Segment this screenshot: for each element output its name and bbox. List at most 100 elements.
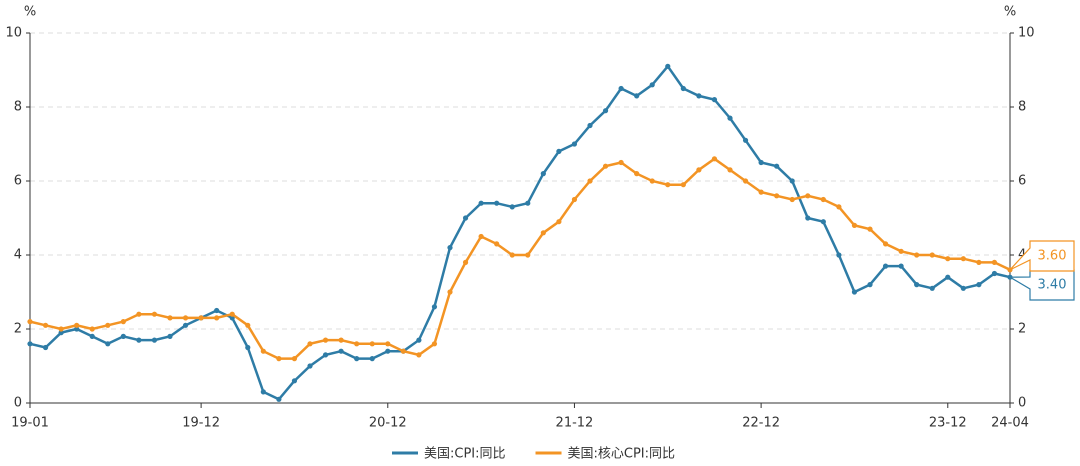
y2-tick-label: 10 bbox=[1018, 26, 1035, 41]
data-point bbox=[898, 263, 904, 269]
data-point bbox=[602, 163, 609, 169]
series-line bbox=[29, 157, 1011, 360]
data-point bbox=[447, 245, 453, 251]
data-point bbox=[602, 108, 609, 114]
data-point bbox=[136, 337, 142, 343]
data-point bbox=[742, 178, 749, 184]
data-point bbox=[867, 226, 873, 232]
data-point bbox=[836, 252, 842, 258]
data-point bbox=[42, 322, 49, 328]
data-point bbox=[571, 141, 578, 147]
data-point bbox=[291, 356, 298, 362]
data-point bbox=[929, 285, 935, 291]
y-tick-label: 10 bbox=[5, 26, 22, 41]
data-point bbox=[711, 97, 718, 103]
data-point bbox=[665, 182, 671, 188]
data-point bbox=[245, 322, 251, 328]
legend-label: 美国:核心CPI:同比 bbox=[568, 447, 676, 462]
data-point bbox=[214, 315, 220, 321]
data-point bbox=[556, 148, 562, 154]
data-point bbox=[478, 200, 484, 206]
data-point bbox=[696, 93, 702, 99]
data-point bbox=[431, 304, 438, 310]
data-point bbox=[385, 348, 391, 354]
data-point bbox=[462, 259, 469, 265]
data-point bbox=[416, 337, 422, 343]
data-point bbox=[322, 352, 329, 358]
data-point bbox=[898, 248, 904, 254]
callout-box bbox=[1009, 240, 1075, 272]
data-point bbox=[867, 282, 873, 288]
data-point bbox=[182, 322, 189, 328]
data-point bbox=[276, 396, 282, 402]
data-point bbox=[27, 319, 33, 325]
data-point bbox=[711, 156, 718, 162]
data-point bbox=[976, 282, 982, 288]
legend-label: 美国:CPI:同比 bbox=[424, 447, 506, 462]
x-tick-label: 21-12 bbox=[556, 416, 594, 431]
data-point bbox=[665, 63, 671, 69]
data-point bbox=[385, 341, 391, 347]
data-point bbox=[649, 178, 655, 184]
callout-box bbox=[1007, 269, 1075, 301]
y-axis-unit: % bbox=[24, 5, 36, 20]
data-point bbox=[494, 241, 500, 247]
data-point bbox=[462, 215, 469, 221]
data-point bbox=[120, 333, 126, 339]
data-point bbox=[820, 196, 826, 203]
data-point bbox=[960, 256, 966, 262]
value-label: 3.60 bbox=[1038, 249, 1067, 264]
data-point bbox=[914, 282, 920, 288]
data-point bbox=[494, 200, 500, 206]
data-point bbox=[105, 322, 111, 328]
data-point bbox=[991, 270, 998, 277]
y2-tick-label: 2 bbox=[1018, 322, 1026, 337]
data-point bbox=[587, 178, 593, 184]
data-point bbox=[431, 341, 438, 347]
data-point bbox=[618, 159, 624, 166]
x-tick-label: 24-04 bbox=[991, 416, 1029, 431]
x-tick-label: 19-01 bbox=[11, 416, 49, 431]
data-point bbox=[774, 193, 780, 199]
data-point bbox=[680, 182, 686, 188]
data-point bbox=[229, 311, 235, 317]
x-tick-label: 20-12 bbox=[369, 416, 407, 431]
data-point bbox=[89, 333, 95, 339]
y2-tick-label: 0 bbox=[1018, 396, 1026, 411]
data-point bbox=[851, 289, 858, 295]
data-point bbox=[42, 344, 49, 351]
data-point bbox=[369, 341, 375, 347]
data-point bbox=[727, 167, 733, 173]
data-point bbox=[260, 389, 266, 395]
data-point bbox=[991, 259, 998, 265]
data-point bbox=[307, 341, 313, 347]
data-point bbox=[478, 233, 484, 240]
data-point bbox=[338, 337, 344, 343]
data-point bbox=[74, 322, 80, 328]
data-point bbox=[976, 259, 982, 265]
y-tick-label: 6 bbox=[14, 174, 22, 189]
data-point bbox=[136, 311, 142, 317]
y-tick-label: 2 bbox=[14, 322, 22, 337]
data-point bbox=[245, 344, 251, 351]
y-tick-label: 8 bbox=[14, 100, 22, 115]
data-point bbox=[571, 196, 578, 203]
data-point bbox=[276, 356, 282, 362]
data-point bbox=[618, 85, 624, 92]
data-point bbox=[167, 315, 173, 321]
data-point bbox=[525, 200, 531, 206]
data-point bbox=[167, 333, 173, 339]
y2-axis-unit: % bbox=[1004, 5, 1016, 20]
data-point bbox=[727, 115, 733, 121]
data-point bbox=[649, 82, 655, 88]
x-tick-label: 22-12 bbox=[742, 416, 780, 431]
data-point bbox=[120, 319, 126, 325]
data-point bbox=[805, 215, 811, 221]
x-tick-label: 23-12 bbox=[929, 416, 967, 431]
data-point bbox=[354, 356, 360, 362]
data-point bbox=[634, 93, 640, 99]
data-point bbox=[338, 348, 344, 354]
data-point bbox=[556, 219, 562, 225]
data-point bbox=[960, 285, 966, 291]
